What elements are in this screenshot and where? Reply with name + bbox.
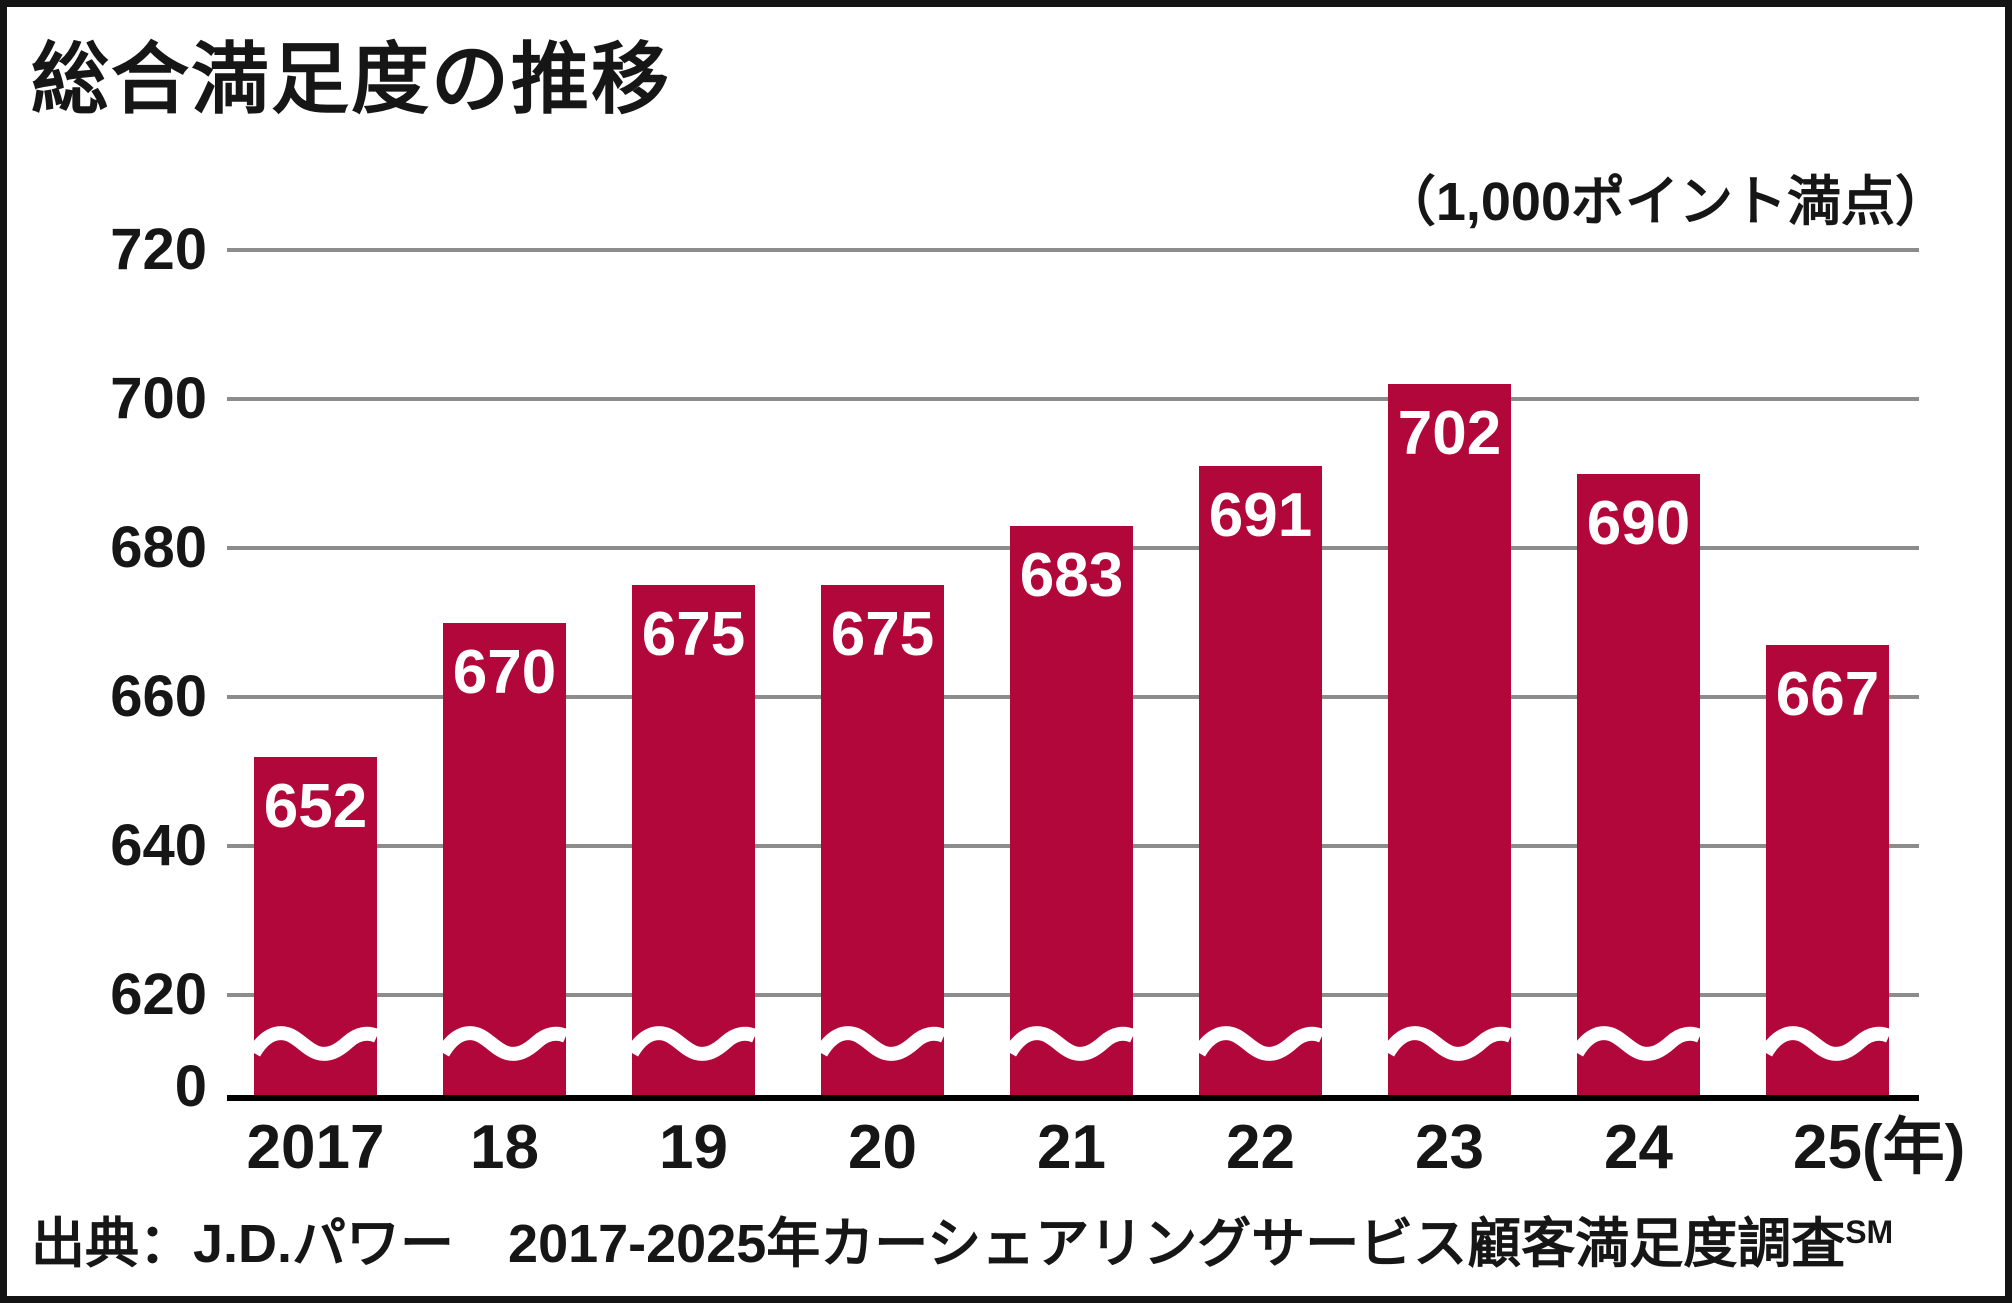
x-tick-label: 25 (年) bbox=[1793, 1113, 1966, 1182]
plot-area: 720 700 680 660 640 620 0 652 2017 670 18 675 19 675 2… bbox=[7, 7, 2005, 1296]
axis-break-wave-icon bbox=[1570, 1026, 1703, 1061]
axis-break-wave-icon bbox=[247, 1026, 380, 1061]
y-tick-label: 640 bbox=[110, 813, 207, 878]
axis-break-wave-icon bbox=[1003, 1026, 1136, 1061]
bar: 652 bbox=[247, 757, 380, 1095]
bar-value-label: 667 bbox=[1775, 660, 1880, 729]
bar: 691 bbox=[1192, 466, 1325, 1095]
x-axis-unit-label: (年) bbox=[1861, 1113, 1966, 1182]
bar: 670 bbox=[436, 623, 569, 1095]
y-tick-label: 620 bbox=[110, 962, 207, 1027]
x-tick-label: 24 bbox=[1604, 1113, 1673, 1182]
bar: 675 bbox=[625, 585, 758, 1095]
y-tick-label: 720 bbox=[110, 217, 207, 282]
bar-value-label: 675 bbox=[641, 600, 746, 669]
y-tick-label: 700 bbox=[110, 366, 207, 431]
bar: 690 bbox=[1570, 474, 1703, 1095]
bar-value-label: 702 bbox=[1397, 399, 1502, 468]
x-tick-label: 2017 bbox=[246, 1113, 385, 1182]
y-tick-label: 660 bbox=[110, 664, 207, 729]
source-note: 出典：J.D.パワー 2017-2025年カーシェアリングサービス顧客満足度調査… bbox=[31, 1211, 1893, 1277]
source-text: 出典：J.D.パワー 2017-2025年カーシェアリングサービス顧客満足度調査 bbox=[31, 1214, 1846, 1274]
gridline bbox=[227, 397, 1919, 401]
bar: 667 bbox=[1759, 645, 1892, 1095]
bar-value-label: 690 bbox=[1586, 489, 1691, 558]
scale-note: （1,000ポイント満点） bbox=[1381, 172, 1949, 232]
x-tick-label: 21 bbox=[1037, 1113, 1106, 1182]
bar-value-label: 670 bbox=[452, 638, 557, 707]
x-axis-line bbox=[227, 1095, 1919, 1101]
bar-value-label: 691 bbox=[1208, 481, 1313, 550]
axis-break-wave-icon bbox=[1192, 1026, 1325, 1061]
y-tick-label-zero: 0 bbox=[174, 1054, 207, 1119]
x-tick-label: 18 bbox=[470, 1113, 539, 1182]
x-tick-label: 23 bbox=[1415, 1113, 1484, 1182]
bar: 702 bbox=[1381, 384, 1514, 1095]
bar: 675 bbox=[814, 585, 947, 1095]
x-tick-label: 22 bbox=[1226, 1113, 1295, 1182]
axis-break-wave-icon bbox=[1381, 1026, 1514, 1061]
axis-break-wave-icon bbox=[814, 1026, 947, 1061]
y-tick-label: 680 bbox=[110, 515, 207, 580]
chart-title: 総合満足度の推移 bbox=[31, 35, 672, 123]
x-tick-label: 20 bbox=[848, 1113, 917, 1182]
bar-value-label: 683 bbox=[1019, 541, 1124, 610]
axis-break-wave-icon bbox=[1759, 1026, 1892, 1061]
bar-value-label: 675 bbox=[830, 600, 935, 669]
axis-break-wave-icon bbox=[436, 1026, 569, 1061]
axis-break-wave-icon bbox=[625, 1026, 758, 1061]
x-tick-label: 19 bbox=[659, 1113, 728, 1182]
bar-value-label: 652 bbox=[263, 772, 368, 841]
bar: 683 bbox=[1003, 526, 1136, 1095]
source-superscript-sm: SM bbox=[1845, 1214, 1894, 1250]
gridline bbox=[227, 248, 1919, 252]
